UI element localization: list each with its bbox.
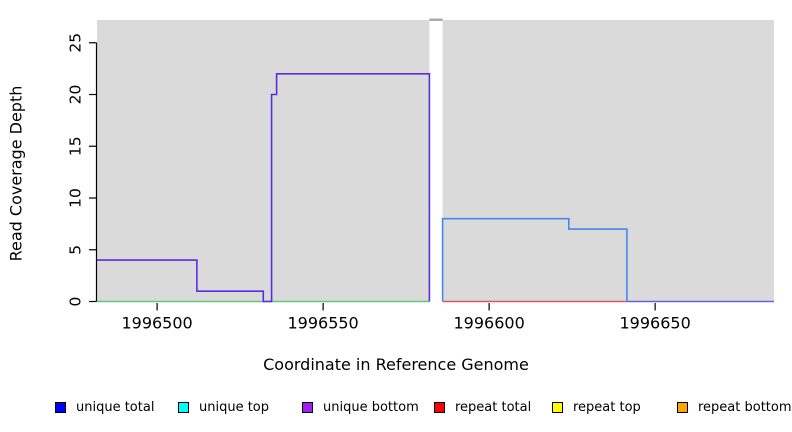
legend-swatch-icon <box>677 401 688 413</box>
x-tick-label: 1996500 <box>121 314 192 333</box>
legend-swatch-icon <box>434 401 445 413</box>
y-tick-label: 5 <box>66 245 84 255</box>
legend-label: repeat top <box>573 399 641 415</box>
x-tick-label: 1996650 <box>620 314 691 333</box>
legend-item-unique-total: unique total <box>55 399 154 415</box>
plot-background-left-coverage-region <box>97 20 430 302</box>
legend-item-unique-top: unique top <box>178 399 269 415</box>
y-tick-label: 20 <box>66 85 84 105</box>
legend-label: unique bottom <box>323 399 419 415</box>
legend-swatch-icon <box>178 401 189 413</box>
y-axis-title: Read Coverage Depth <box>6 85 26 262</box>
y-tick-label: 0 <box>66 297 84 307</box>
y-tick-label: 15 <box>66 136 84 156</box>
y-tick-label: 25 <box>66 33 84 53</box>
legend-label: repeat total <box>455 399 532 415</box>
plot-background-right-coverage-region <box>442 20 774 302</box>
legend-item-repeat-total: repeat total <box>434 399 531 415</box>
y-tick-label: 10 <box>66 188 84 208</box>
x-axis-title: Coordinate in Reference Genome <box>263 355 529 374</box>
legend-item-unique-bottom: unique bottom <box>302 399 419 415</box>
x-tick-label: 1996550 <box>287 314 358 333</box>
legend-swatch-icon <box>302 401 313 413</box>
series-line-unique-bottom-left <box>97 73 431 303</box>
legend-swatch-icon <box>552 401 563 413</box>
legend-label: repeat bottom <box>698 399 792 415</box>
legend-item-repeat-bottom: repeat bottom <box>677 399 792 415</box>
gap-top-cap <box>429 18 443 21</box>
x-tick-label: 1996600 <box>453 314 524 333</box>
series-line-unique-total-right <box>441 217 628 302</box>
legend-item-repeat-top: repeat top <box>552 399 641 415</box>
legend-label: unique top <box>199 399 270 415</box>
chart-legend: unique total unique top unique bottom repea… <box>0 399 792 419</box>
legend-label: unique total <box>76 399 155 415</box>
legend-swatch-icon <box>55 401 66 413</box>
